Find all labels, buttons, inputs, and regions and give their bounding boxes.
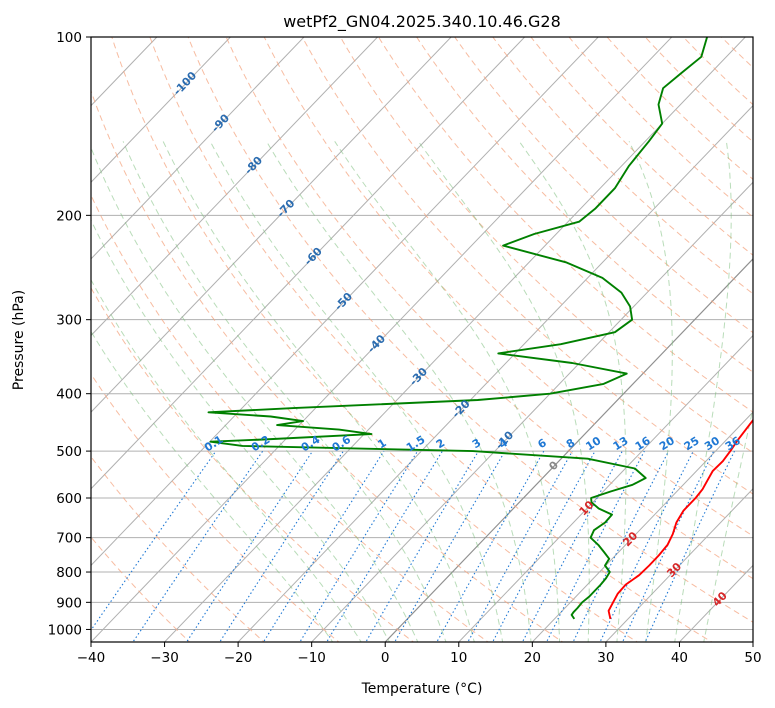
dry-adiabat-line xyxy=(225,37,753,580)
moist-adiabat-line xyxy=(674,141,732,642)
mixing-ratio-line xyxy=(185,450,314,642)
y-tick-label: 400 xyxy=(56,387,82,403)
moist-adiabat-line xyxy=(628,141,673,642)
x-tick-label: −40 xyxy=(77,650,106,666)
dry-adiabat-line xyxy=(91,536,191,642)
x-tick-label: 50 xyxy=(744,650,761,666)
dry-adiabat-line xyxy=(263,37,753,537)
isotherm-line xyxy=(91,37,673,642)
mixing-ratio-line xyxy=(299,450,419,642)
dry-adiabat-line xyxy=(454,37,753,334)
mixing-ratio-line xyxy=(262,450,385,642)
mixing-ratio-line xyxy=(132,450,264,642)
dewpoint-trace xyxy=(207,37,709,620)
axes: −40 −30 −20 −10 0 10 20 30 40 50 100 200 300 400 500 60… xyxy=(48,30,762,666)
dry-adiabat-line xyxy=(91,89,564,642)
y-tick-label: 700 xyxy=(56,531,82,547)
x-tick-label: −10 xyxy=(297,650,326,666)
dry-adiabat-line xyxy=(606,37,753,180)
x-tick-label: −20 xyxy=(224,650,253,666)
x-tick-label: 30 xyxy=(597,650,614,666)
sounding-traces xyxy=(207,37,753,620)
y-tick-label: 100 xyxy=(56,30,82,46)
dry-adiabat-line xyxy=(187,37,753,623)
moist-adiabat-line xyxy=(518,141,627,642)
mixing-ratio-line xyxy=(219,450,344,642)
mixing-ratio-line xyxy=(365,450,479,642)
moist-adiabat-line xyxy=(91,278,362,642)
x-tick-label: 10 xyxy=(450,650,467,666)
mixing-ratio-line xyxy=(91,450,217,632)
x-tick-label: 40 xyxy=(671,650,688,666)
dry-adiabat-line xyxy=(91,286,415,642)
y-tick-label: 800 xyxy=(56,565,82,581)
moist-adiabat-line xyxy=(91,219,391,642)
dry-adiabat-line xyxy=(416,37,753,373)
y-tick-label: 500 xyxy=(56,444,82,460)
isotherm-line xyxy=(531,411,753,642)
isotherm-line xyxy=(91,37,305,260)
mixing-ratio-line xyxy=(644,450,735,642)
isotherm-line xyxy=(91,37,599,567)
moist-adiabat-line xyxy=(91,146,419,642)
isotherm-line xyxy=(91,37,526,490)
y-axis-title: Pressure (hPa) xyxy=(11,290,27,390)
moist-adiabat-line xyxy=(209,141,504,642)
dry-adiabat-line xyxy=(91,373,340,642)
temperature-trace xyxy=(607,418,753,620)
y-tick-label: 200 xyxy=(56,208,82,224)
moist-adiabat-line xyxy=(417,141,590,642)
moist-adiabat-line xyxy=(122,141,447,642)
x-tick-label: 0 xyxy=(381,650,390,666)
isotherm-line xyxy=(91,37,232,183)
x-tick-label: −30 xyxy=(150,650,179,666)
x-tick-label: 20 xyxy=(524,650,541,666)
dry-adiabat-line xyxy=(644,37,753,143)
dry-adiabat-line xyxy=(339,37,753,454)
isotherm-line xyxy=(384,258,753,642)
background-lines xyxy=(91,37,753,642)
plot-frame xyxy=(90,36,754,643)
dry-adiabat-line xyxy=(377,37,753,413)
isotherm-line xyxy=(605,488,753,642)
x-axis-title: Temperature (°C) xyxy=(361,681,483,697)
moist-adiabat-line xyxy=(703,406,753,642)
mixing-ratio-line xyxy=(545,450,645,642)
y-tick-label: 600 xyxy=(56,491,82,507)
dry-adiabat-line xyxy=(111,37,639,642)
isotherm-line xyxy=(458,334,753,642)
mixing-ratio-line xyxy=(394,450,506,642)
y-tick-label: 900 xyxy=(56,595,82,611)
y-tick-label: 1000 xyxy=(48,622,82,638)
chart-title: wetPf2_GN04.2025.340.10.46.G28 xyxy=(283,12,561,32)
moist-adiabat-line xyxy=(162,141,475,642)
dry-adiabat-line xyxy=(568,37,753,218)
mixing-ratio-line xyxy=(621,450,715,642)
isotherm-line xyxy=(91,37,452,413)
isotherm-line xyxy=(237,104,753,642)
mixing-ratio-line xyxy=(492,450,596,642)
y-tick-label: 300 xyxy=(56,313,82,329)
